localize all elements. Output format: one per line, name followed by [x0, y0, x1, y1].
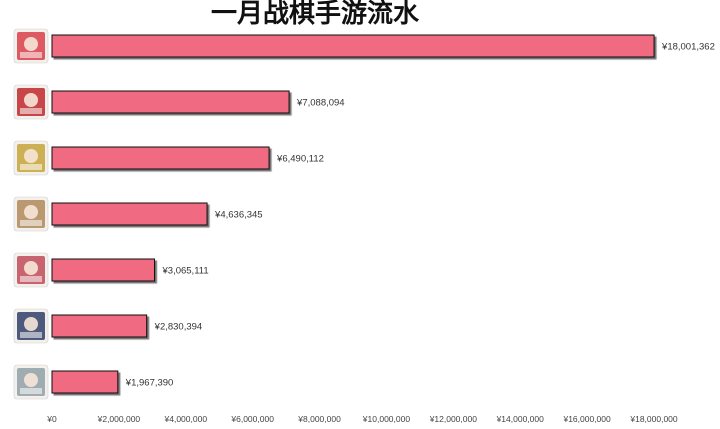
bar-1	[51, 90, 290, 114]
sanguozhi-zhanqiban-icon	[13, 140, 49, 176]
anime-girl-white-hair-red-icon	[13, 28, 49, 64]
x-tick-label-7: ¥14,000,000	[496, 414, 545, 424]
x-axis-ticks: ¥0 ¥2,000,000 ¥4,000,000 ¥6,000,000 ¥8,000,0…	[46, 414, 678, 424]
blonde-character-portrait-icon	[13, 196, 49, 232]
chart-title: 一月战棋手游流水	[211, 0, 420, 29]
white-hair-red-character-icon	[13, 252, 49, 288]
x-tick-label-4: ¥8,000,000	[297, 414, 341, 424]
value-label-6: ¥1,967,390	[125, 378, 174, 389]
x-tick-label-3: ¥6,000,000	[230, 414, 274, 424]
bar-0	[51, 34, 655, 58]
sanguo-red-game-icon	[13, 84, 49, 120]
x-tick-label-6: ¥12,000,000	[429, 414, 478, 424]
bar-6	[51, 370, 119, 394]
value-label-4: ¥3,065,111	[162, 266, 209, 277]
value-label-5: ¥2,830,394	[154, 322, 203, 333]
value-label-2: ¥6,490,112	[276, 154, 324, 165]
bar-4	[51, 258, 156, 282]
value-label-1: ¥7,088,094	[296, 98, 345, 109]
icons-layer	[13, 28, 49, 400]
x-tick-label-1: ¥2,000,000	[97, 414, 141, 424]
dark-blue-character-icon	[13, 308, 49, 344]
bar-5	[51, 314, 148, 338]
x-tick-label-2: ¥4,000,000	[164, 414, 208, 424]
bars-layer	[51, 34, 655, 394]
value-labels-layer: ¥18,001,362 ¥7,088,094 ¥6,490,112 ¥4,636,34…	[125, 42, 715, 389]
x-tick-label-0: ¥0	[46, 414, 57, 424]
x-tick-label-9: ¥18,000,000	[629, 414, 678, 424]
bar-3	[51, 202, 208, 226]
bar-2	[51, 146, 270, 170]
x-tick-label-5: ¥10,000,000	[362, 414, 411, 424]
value-label-0: ¥18,001,362	[661, 42, 715, 53]
snowy-landscape-character-icon	[13, 364, 49, 400]
value-label-3: ¥4,636,345	[214, 210, 263, 221]
x-tick-label-8: ¥16,000,000	[562, 414, 611, 424]
